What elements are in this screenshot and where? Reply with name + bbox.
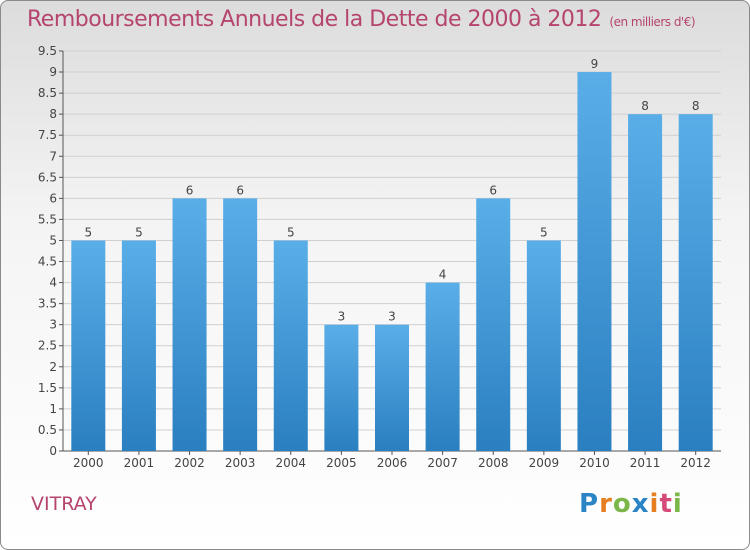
bar <box>71 240 106 451</box>
data-label: 5 <box>287 225 295 239</box>
bar <box>577 72 612 451</box>
y-tick-label: 4 <box>49 276 57 290</box>
y-tick-label: 9 <box>49 65 57 79</box>
y-tick-label: 3 <box>49 318 57 332</box>
y-tick-label: 2.5 <box>38 339 57 353</box>
y-tick-label: 8.5 <box>38 86 57 100</box>
x-tick-label: 2003 <box>225 456 256 470</box>
x-tick-label: 2008 <box>478 456 509 470</box>
y-tick-label: 7 <box>49 149 57 163</box>
data-label: 5 <box>540 225 548 239</box>
y-tick-label: 8 <box>49 107 57 121</box>
data-label: 3 <box>388 310 396 324</box>
x-tick-label: 2005 <box>326 456 357 470</box>
chart-title: Remboursements Annuels de la Dette de 20… <box>27 7 696 32</box>
data-label: 6 <box>236 183 244 197</box>
y-tick-label: 1.5 <box>38 381 57 395</box>
bar <box>121 240 156 451</box>
proxiti-logo: Proxiti <box>579 489 683 519</box>
y-tick-label: 9.5 <box>38 44 57 58</box>
bar <box>375 324 409 451</box>
y-tick-label: 3.5 <box>38 297 57 311</box>
bar <box>476 198 511 451</box>
x-tick-label: 2007 <box>427 456 458 470</box>
data-label: 6 <box>186 183 194 197</box>
y-tick-label: 0 <box>49 444 57 458</box>
data-label: 8 <box>692 99 700 113</box>
bar <box>273 240 308 451</box>
x-tick-label: 2012 <box>680 456 711 470</box>
x-tick-label: 2000 <box>73 456 104 470</box>
x-tick-label: 2011 <box>630 456 661 470</box>
y-tick-label: 4.5 <box>38 255 57 269</box>
data-label: 4 <box>439 268 447 282</box>
data-label: 6 <box>489 183 497 197</box>
title-text: Remboursements Annuels de la Dette de 20… <box>27 7 602 32</box>
y-tick-label: 7.5 <box>38 128 57 142</box>
data-label: 8 <box>641 99 649 113</box>
bar <box>172 198 207 451</box>
x-tick-label: 2002 <box>174 456 205 470</box>
y-tick-label: 6.5 <box>38 170 57 184</box>
location-label: VITRAY <box>31 493 97 515</box>
x-tick-label: 2006 <box>377 456 408 470</box>
y-tick-label: 6 <box>49 191 57 205</box>
data-label: 9 <box>591 57 599 71</box>
bar <box>678 114 713 451</box>
y-tick-label: 0.5 <box>38 423 57 437</box>
bar <box>425 282 460 451</box>
x-tick-label: 2001 <box>124 456 155 470</box>
bar <box>526 240 561 451</box>
bar <box>223 198 258 451</box>
x-tick-label: 2010 <box>579 456 610 470</box>
data-label: 5 <box>84 225 92 239</box>
x-tick-label: 2009 <box>529 456 560 470</box>
x-tick-label: 2004 <box>275 456 306 470</box>
y-tick-label: 5.5 <box>38 212 57 226</box>
y-tick-label: 5 <box>49 233 57 247</box>
data-label: 3 <box>338 310 346 324</box>
bar <box>628 114 663 451</box>
bar <box>324 324 359 451</box>
data-label: 5 <box>135 225 143 239</box>
y-tick-label: 2 <box>49 360 57 374</box>
y-tick-label: 1 <box>49 402 57 416</box>
unit-label: (en milliers d'€) <box>609 15 696 29</box>
